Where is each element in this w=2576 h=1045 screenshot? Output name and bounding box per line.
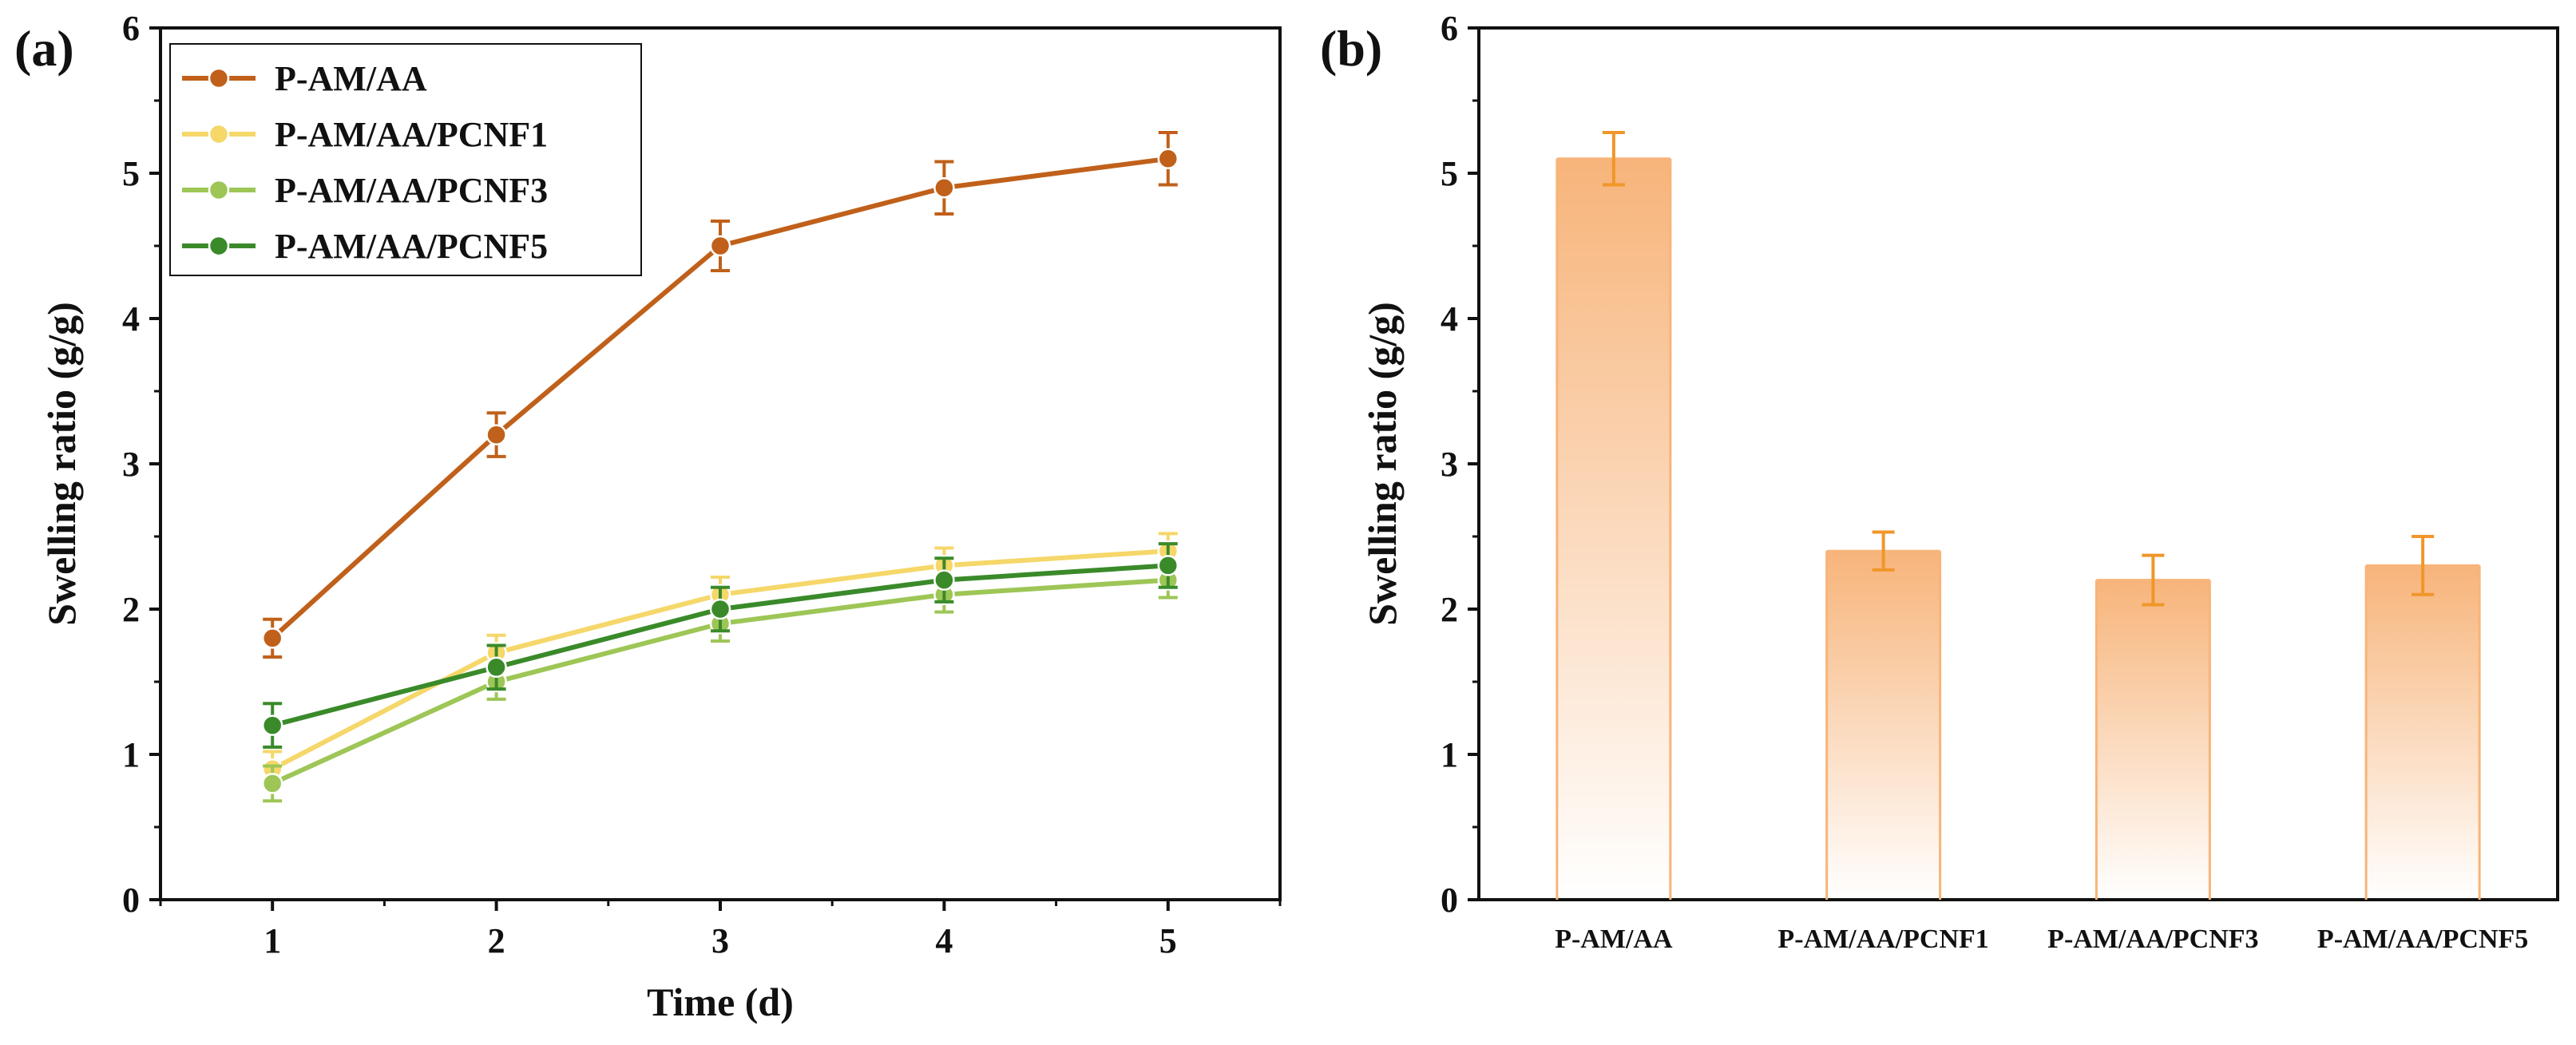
panel-a-x-tick-label: 1	[264, 921, 281, 960]
panel-a-y-tick-label: 4	[122, 299, 140, 338]
panel-a-y-tick-label: 1	[122, 735, 140, 774]
data-point	[709, 235, 731, 257]
bar	[2366, 565, 2480, 900]
legend-label: P-AM/AA/PCNF1	[275, 115, 548, 154]
data-point	[709, 598, 731, 620]
panel-a-x-tick-label: 4	[935, 921, 953, 960]
data-point	[1157, 148, 1179, 170]
data-point	[1157, 555, 1179, 576]
bar	[2096, 580, 2210, 900]
data-point	[261, 627, 283, 649]
legend-marker	[208, 67, 230, 89]
data-point	[261, 714, 283, 736]
panel-a-y-axis-title: Swelling ratio (g/g)	[39, 302, 84, 626]
bar	[1826, 551, 1940, 900]
panel-b-y-tick-label: 0	[1441, 881, 1458, 920]
panel-a-x-tick-label: 3	[711, 921, 729, 960]
panel-a-label: (a)	[14, 20, 74, 77]
panel-a-y-tick-label: 6	[122, 9, 140, 48]
data-point	[261, 773, 283, 794]
legend-label: P-AM/AA/PCNF3	[275, 171, 548, 210]
panel-a-x-tick-label: 5	[1159, 921, 1177, 960]
data-point	[933, 569, 955, 591]
panel-a-y-tick-label: 3	[122, 445, 140, 484]
panel-b-y-tick-label: 4	[1441, 299, 1458, 338]
panel-b-y-tick-label: 1	[1441, 735, 1458, 774]
panel-b-y-tick-label: 3	[1441, 445, 1458, 484]
data-point	[485, 656, 507, 679]
panel-b-category-label: P-AM/AA/PCNF1	[1777, 924, 1988, 954]
panel-b-category-label: P-AM/AA	[1555, 924, 1673, 954]
panel-b-category-label: P-AM/AA/PCNF3	[2047, 924, 2258, 954]
panel-a-y-tick-label: 0	[122, 881, 140, 920]
panel-b-category-label: P-AM/AA/PCNF5	[2317, 924, 2528, 954]
legend-label: P-AM/AA/PCNF5	[275, 227, 548, 266]
legend-marker	[208, 179, 230, 201]
panel-a-y-tick-label: 5	[122, 154, 140, 193]
legend-frame	[169, 43, 642, 276]
panel-a-x-tick-label: 2	[488, 921, 505, 960]
legend-marker	[208, 123, 230, 145]
panel-b-bar-chart: (b) 0 1 2 3 4 5 6 P-AM/AA P-AM/AA/PCNF1 P-AM/AA/…	[1320, 9, 2559, 954]
legend-label: P-AM/AA	[275, 59, 427, 98]
panel-b-y-tick-label: 5	[1441, 154, 1458, 193]
panel-a-y-tick-label: 2	[122, 590, 140, 629]
data-point	[933, 176, 955, 199]
bar	[1556, 158, 1670, 901]
panel-b-label: (b)	[1320, 20, 1382, 77]
panel-b-y-tick-label: 2	[1441, 590, 1458, 629]
panel-b-y-tick-label: 6	[1441, 9, 1458, 48]
panel-a-legend: P-AM/AA P-AM/AA/PCNF1 P-AM/AA/PCNF3 P-AM/AA…	[169, 43, 642, 276]
data-point	[485, 424, 507, 445]
panel-b-y-axis-title: Swelling ratio (g/g)	[1360, 302, 1405, 626]
panel-a-line-chart: (a) 0 1 2 3 4 5 6 1 2 3 4 5 Time (d) Swelling ratio…	[14, 9, 1282, 1024]
panel-a-x-axis-title: Time (d)	[647, 980, 794, 1024]
legend-marker	[208, 235, 230, 257]
